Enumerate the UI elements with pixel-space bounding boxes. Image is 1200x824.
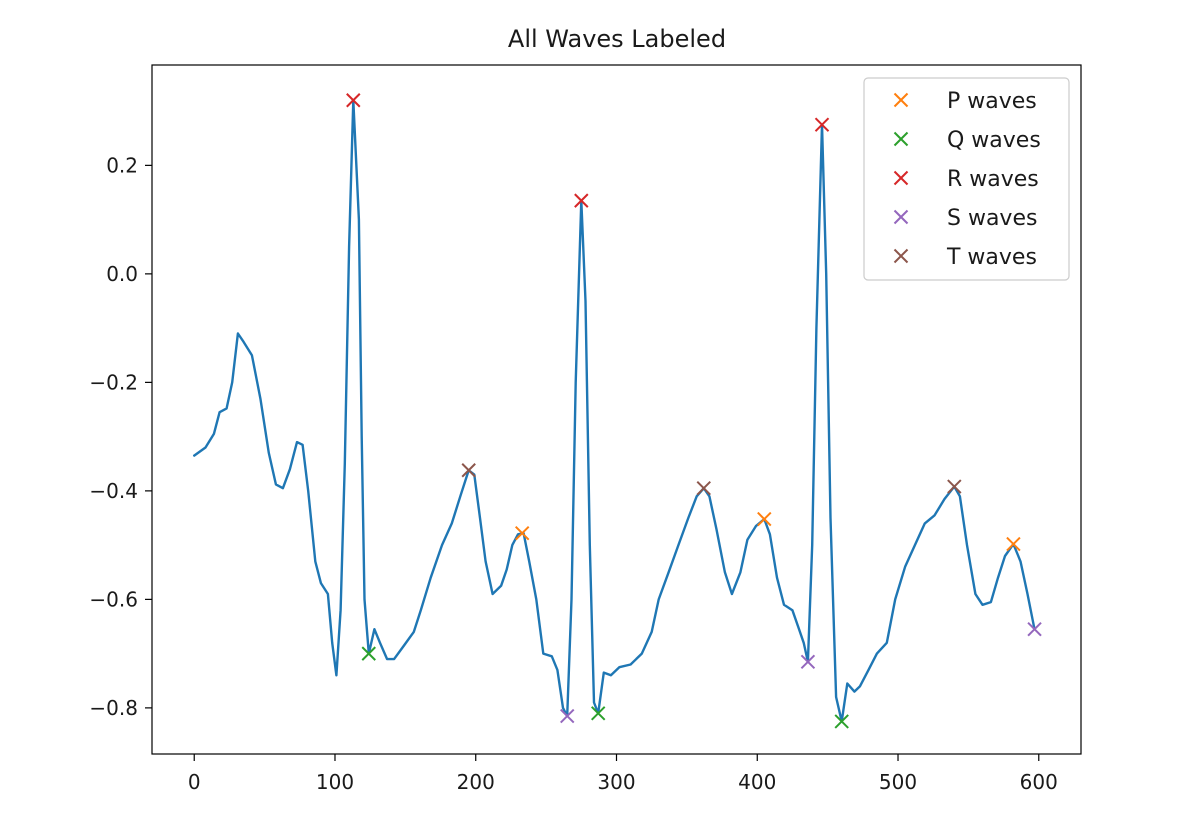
plot-area <box>193 93 1042 729</box>
legend-marker-p-waves <box>893 92 909 108</box>
q-waves-marker <box>834 714 849 729</box>
s-waves-marker <box>800 654 816 669</box>
chart-title: All Waves Labeled <box>508 25 726 53</box>
y-axis: 0.2 0.0 −0.2 −0.4 −0.6 −0.8 <box>89 153 152 720</box>
legend-marker-t-waves <box>893 248 909 264</box>
y-tick-label: −0.2 <box>89 370 138 394</box>
legend-label-q-waves: Q waves <box>947 128 1041 153</box>
r-waves-marker <box>346 93 361 108</box>
x-tick-label: 600 <box>1020 770 1058 794</box>
t-waves-marker <box>947 479 962 494</box>
p-waves-marker <box>1006 536 1021 552</box>
legend-marker-s-waves <box>893 209 909 225</box>
s-waves-marker <box>1027 622 1042 637</box>
r-waves-marker <box>574 193 589 208</box>
legend-label-p-waves: P waves <box>947 89 1037 114</box>
y-tick-label: −0.6 <box>89 587 138 611</box>
ecg-signal-line <box>193 99 1036 723</box>
q-waves-marker <box>590 706 606 721</box>
x-tick-label: 100 <box>316 770 354 794</box>
x-tick-label: 0 <box>188 770 201 794</box>
p-waves-marker <box>757 511 772 527</box>
x-tick-label: 300 <box>597 770 635 794</box>
x-axis: 0 100 200 300 400 500 600 <box>188 754 1058 794</box>
y-tick-label: −0.8 <box>89 696 138 720</box>
legend-box <box>863 77 1070 281</box>
p-waves-marker <box>514 525 530 541</box>
legend-label-r-waves: R waves <box>947 167 1039 192</box>
legend-marker-q-waves <box>893 131 909 147</box>
y-tick-label: 0.2 <box>106 153 138 177</box>
y-tick-label: −0.4 <box>89 479 138 503</box>
legend: P waves Q waves R waves S waves T waves <box>863 77 1070 281</box>
x-tick-label: 500 <box>879 770 917 794</box>
t-waves-marker <box>696 480 711 496</box>
q-waves-marker <box>361 646 376 661</box>
legend-label-t-waves: T waves <box>946 245 1037 270</box>
legend-marker-r-waves <box>893 170 909 186</box>
y-tick-label: 0.0 <box>106 262 138 286</box>
r-waves-marker <box>814 117 830 132</box>
x-tick-label: 200 <box>457 770 495 794</box>
t-waves-marker <box>461 463 476 478</box>
legend-label-s-waves: S waves <box>947 206 1037 231</box>
s-waves-marker <box>560 708 575 724</box>
x-tick-label: 400 <box>738 770 776 794</box>
